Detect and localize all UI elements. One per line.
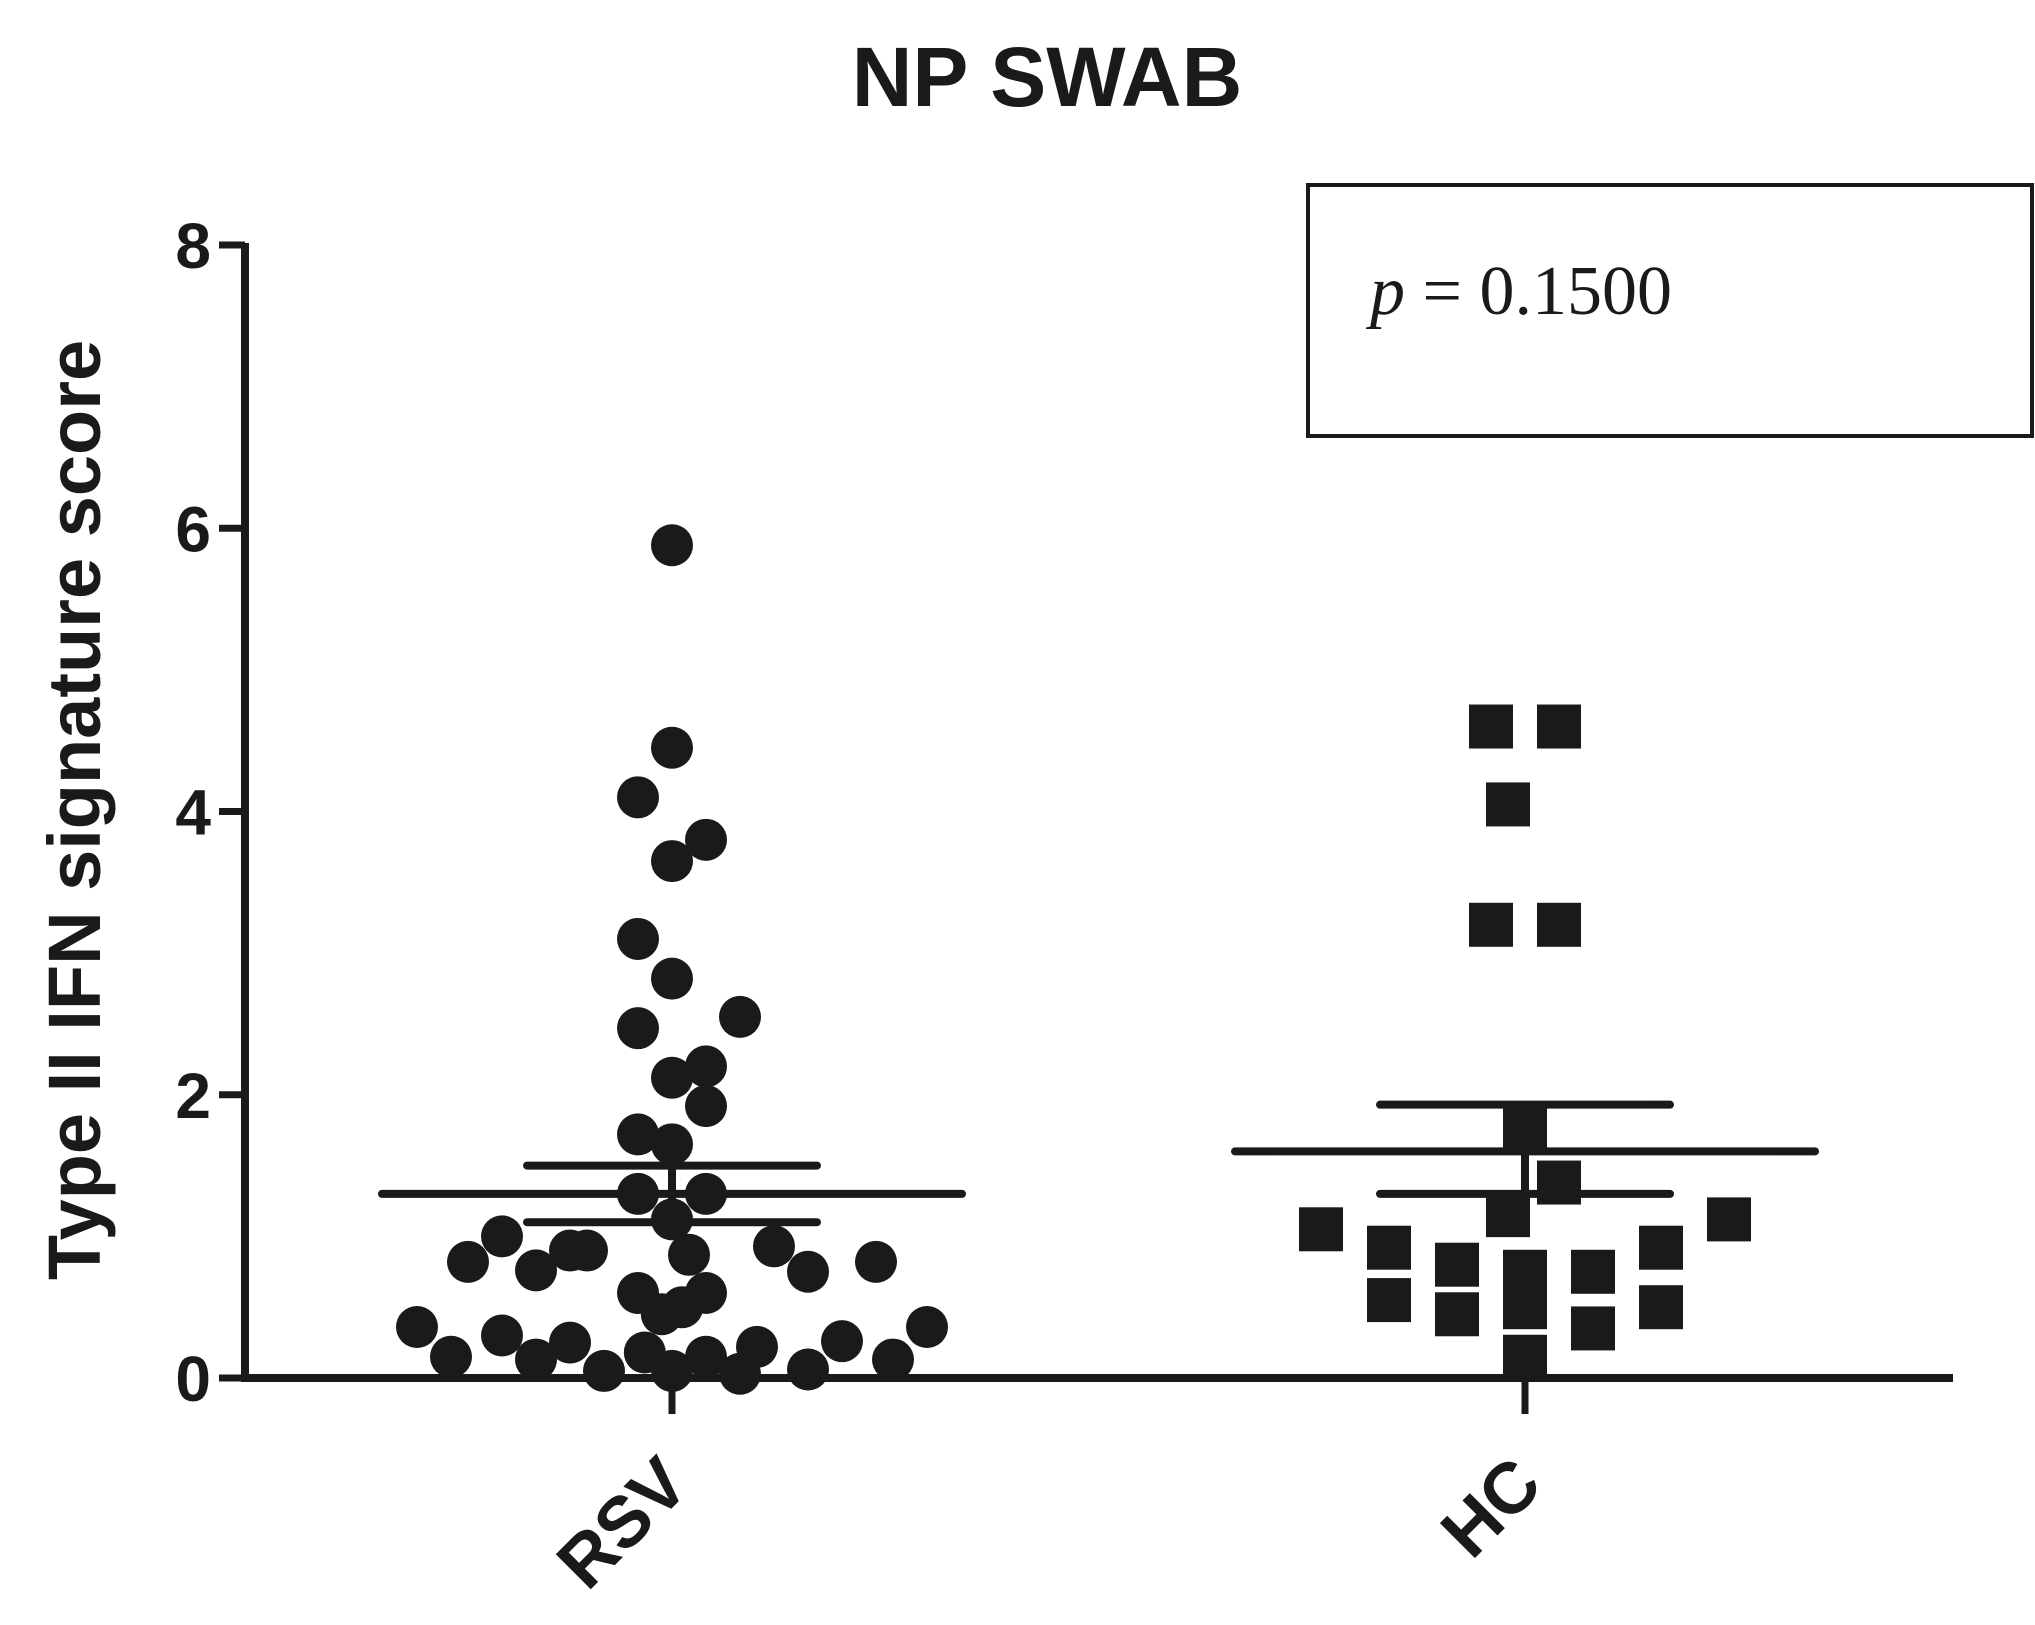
x-category-label: HC	[1426, 1443, 1556, 1573]
p-value-symbol: p	[1365, 253, 1405, 330]
data-point	[906, 1306, 948, 1349]
data-point	[872, 1338, 914, 1381]
data-point	[1503, 1285, 1547, 1330]
data-point	[1639, 1225, 1683, 1270]
data-point	[651, 957, 693, 1000]
data-point	[617, 1113, 659, 1156]
data-point	[719, 995, 761, 1038]
data-point	[787, 1348, 829, 1391]
data-point	[668, 1233, 710, 1276]
data-point	[617, 776, 659, 819]
data-point	[821, 1320, 863, 1363]
data-point	[651, 1123, 693, 1166]
data-point	[1469, 902, 1513, 947]
y-tick-label: 8	[175, 210, 211, 282]
data-point	[1299, 1207, 1343, 1252]
axes	[241, 243, 1953, 1382]
data-point	[1707, 1197, 1751, 1242]
y-tick-label: 0	[175, 1343, 211, 1415]
data-point	[685, 1335, 727, 1378]
data-point	[1486, 782, 1530, 827]
data-point	[685, 1045, 727, 1088]
data-point	[1571, 1306, 1615, 1351]
data-point	[685, 818, 727, 861]
chart-title: NP SWAB	[852, 30, 1243, 124]
data-point	[661, 1286, 704, 1329]
p-value-box	[1306, 183, 2034, 438]
data-point	[566, 1229, 608, 1272]
data-point	[1571, 1249, 1615, 1294]
data-point	[396, 1306, 438, 1349]
data-point	[1367, 1225, 1411, 1270]
data-point	[1537, 704, 1581, 749]
data-point	[1486, 1193, 1530, 1238]
data-point	[651, 840, 693, 883]
p-value-text: = 0.1500	[1405, 253, 1672, 330]
data-point	[447, 1240, 489, 1283]
data-point	[481, 1215, 523, 1258]
data-point	[685, 1085, 727, 1128]
y-tick-label: 2	[175, 1060, 211, 1132]
data-point	[1639, 1285, 1683, 1330]
data-point	[1367, 1278, 1411, 1323]
data-point	[617, 1007, 659, 1050]
data-point	[583, 1349, 625, 1392]
data-point	[855, 1240, 897, 1283]
y-tick-label: 4	[175, 777, 211, 849]
data-point	[753, 1225, 795, 1268]
y-tick-label: 6	[175, 493, 211, 565]
p-value-annotation: p = 0.1500	[1365, 253, 1672, 330]
data-point	[515, 1249, 557, 1292]
data-point	[651, 1056, 693, 1099]
x-category-label: RSV	[542, 1443, 703, 1604]
mean-sem-bars	[378, 1100, 1819, 1227]
data-points	[396, 524, 1751, 1395]
data-point	[515, 1338, 557, 1381]
data-point	[651, 726, 693, 769]
data-point	[1435, 1292, 1479, 1337]
data-point	[651, 524, 693, 567]
data-point	[430, 1335, 472, 1378]
x-categories: RSV HC	[542, 1378, 1556, 1604]
data-point	[651, 1349, 693, 1392]
y-axis-label: Type II IFN signature score	[33, 340, 116, 1280]
data-point	[1537, 1160, 1581, 1205]
data-point	[1435, 1242, 1479, 1287]
data-point	[481, 1314, 523, 1357]
data-point	[1469, 704, 1513, 749]
data-point	[549, 1321, 591, 1364]
data-point	[719, 1352, 761, 1395]
data-point	[1537, 902, 1581, 947]
y-ticks: 0 2 4 6 8	[175, 210, 245, 1415]
data-point	[617, 917, 659, 960]
data-point	[1503, 1334, 1547, 1379]
data-point	[787, 1250, 829, 1293]
